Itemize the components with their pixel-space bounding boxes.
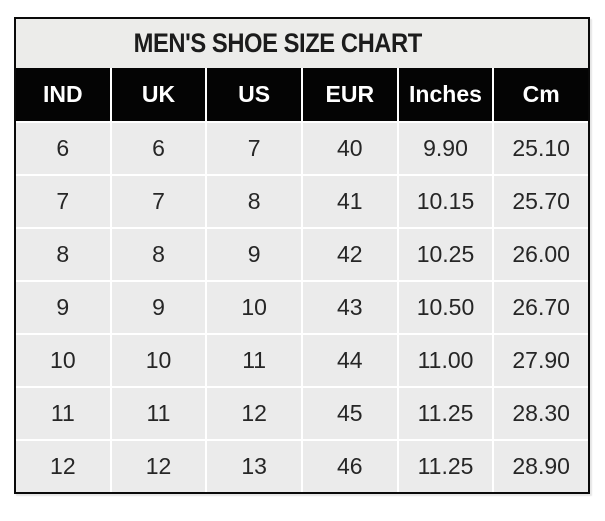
- table-cell: 44: [302, 335, 397, 386]
- table-cell: 11: [207, 335, 301, 386]
- table-cell: 12: [111, 441, 206, 492]
- shoe-size-chart: MEN'S SHOE SIZE CHART IND UK US EUR Inch…: [14, 17, 590, 494]
- table-header-row: IND UK US EUR Inches Cm: [16, 68, 588, 121]
- table-cell: 11.25: [398, 441, 493, 492]
- table-cell: 9.90: [398, 123, 493, 174]
- table-cell: 28.90: [494, 441, 588, 492]
- table-cell: 28.30: [494, 388, 588, 439]
- table-cell: 9: [207, 229, 301, 280]
- table-cell: 46: [302, 441, 397, 492]
- table-cell: 9: [16, 282, 110, 333]
- table-cell: 7: [111, 176, 206, 227]
- table-cell: 10: [16, 335, 110, 386]
- table-cell: 12: [207, 388, 301, 439]
- column-header-us: US: [207, 68, 301, 121]
- table-cell: 6: [16, 123, 110, 174]
- table-cell: 8: [111, 229, 206, 280]
- table-body: 6 6 7 40 9.90 25.10 7 7 8 41 10.15 25.70…: [16, 121, 588, 492]
- table-cell: 7: [16, 176, 110, 227]
- table-cell: 27.90: [494, 335, 588, 386]
- table-cell: 25.10: [494, 123, 588, 174]
- table-cell: 42: [302, 229, 397, 280]
- table-cell: 43: [302, 282, 397, 333]
- table-cell: 45: [302, 388, 397, 439]
- table-cell: 41: [302, 176, 397, 227]
- table-cell: 12: [16, 441, 110, 492]
- column-header-eur: EUR: [302, 68, 397, 121]
- table-cell: 9: [111, 282, 206, 333]
- table-cell: 10: [111, 335, 206, 386]
- column-header-cm: Cm: [494, 68, 588, 121]
- table-cell: 10.25: [398, 229, 493, 280]
- table-cell: 26.00: [494, 229, 588, 280]
- table-cell: 40: [302, 123, 397, 174]
- table-cell: 11: [111, 388, 206, 439]
- table-cell: 26.70: [494, 282, 588, 333]
- column-header-uk: UK: [111, 68, 206, 121]
- table-cell: 10.50: [398, 282, 493, 333]
- table-cell: 6: [111, 123, 206, 174]
- table-cell: 8: [16, 229, 110, 280]
- chart-title-bar: MEN'S SHOE SIZE CHART: [16, 19, 588, 68]
- table-cell: 7: [207, 123, 301, 174]
- table-cell: 11.00: [398, 335, 493, 386]
- table-cell: 25.70: [494, 176, 588, 227]
- column-header-ind: IND: [16, 68, 110, 121]
- table-cell: 13: [207, 441, 301, 492]
- column-header-inches: Inches: [398, 68, 493, 121]
- chart-title: MEN'S SHOE SIZE CHART: [133, 28, 423, 58]
- table-cell: 10.15: [398, 176, 493, 227]
- table-cell: 11: [16, 388, 110, 439]
- table-cell: 11.25: [398, 388, 493, 439]
- table-cell: 8: [207, 176, 301, 227]
- table-cell: 10: [207, 282, 301, 333]
